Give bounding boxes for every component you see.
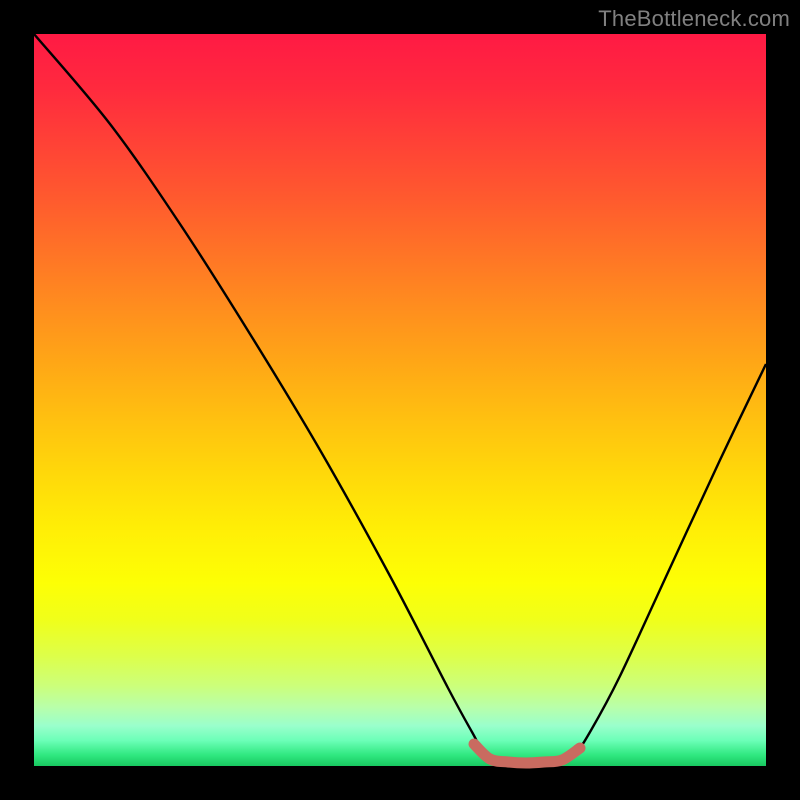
watermark-text: TheBottleneck.com bbox=[598, 6, 790, 32]
bottleneck-chart bbox=[0, 0, 800, 800]
plot-background bbox=[34, 34, 766, 766]
chart-stage: TheBottleneck.com bbox=[0, 0, 800, 800]
